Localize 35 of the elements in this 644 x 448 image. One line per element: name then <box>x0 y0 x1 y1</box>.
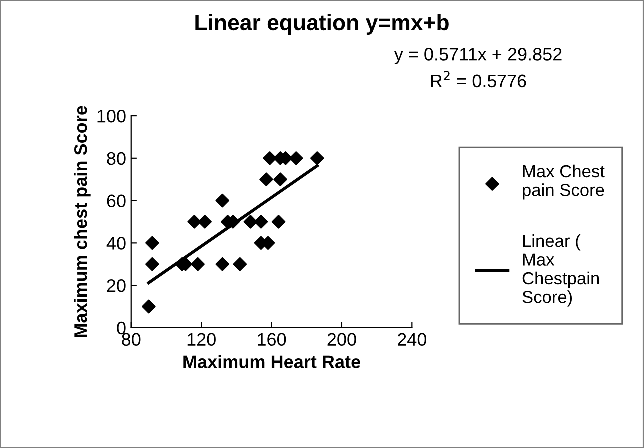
legend-label: Max Chest pain Score <box>523 164 605 200</box>
y-tick-label: 80 <box>107 152 126 166</box>
y-tick-label: 40 <box>106 237 126 250</box>
point <box>310 152 324 166</box>
point <box>216 257 230 272</box>
x-tick-label: 160 <box>258 333 286 346</box>
y-tick-label: 100 <box>98 110 126 123</box>
point <box>142 300 156 314</box>
legend-label: Linear ( Max Chestpain Score) <box>522 234 600 307</box>
point <box>289 152 304 166</box>
point <box>188 215 202 229</box>
point <box>274 172 288 187</box>
point <box>244 215 258 229</box>
point <box>260 172 274 187</box>
point <box>191 257 205 272</box>
point <box>233 257 248 272</box>
point <box>263 152 277 166</box>
y-tick-label: 20 <box>107 279 126 292</box>
text: R$^{2}$ = 0.5776 <box>431 71 526 88</box>
y-axis-title: Maximum chest pain Score <box>74 106 91 338</box>
point <box>254 215 268 229</box>
chart-title: Linear equation y=mx+b <box>196 14 449 35</box>
point <box>272 215 286 229</box>
point <box>146 257 160 272</box>
x-tick-label: 120 <box>188 333 216 346</box>
y-tick-label: 0 <box>117 322 126 335</box>
text: y = 0.5711x + 29.852 <box>394 48 562 64</box>
x-axis-title: Maximum Heart Rate <box>184 355 360 368</box>
point <box>216 194 230 208</box>
x-tick-label: 200 <box>328 333 356 346</box>
x-tick-label: 240 <box>398 333 427 346</box>
point <box>146 236 160 250</box>
x-tick-label: 80 <box>122 333 141 346</box>
y-tick-label: 60 <box>107 194 126 208</box>
point <box>198 215 212 229</box>
